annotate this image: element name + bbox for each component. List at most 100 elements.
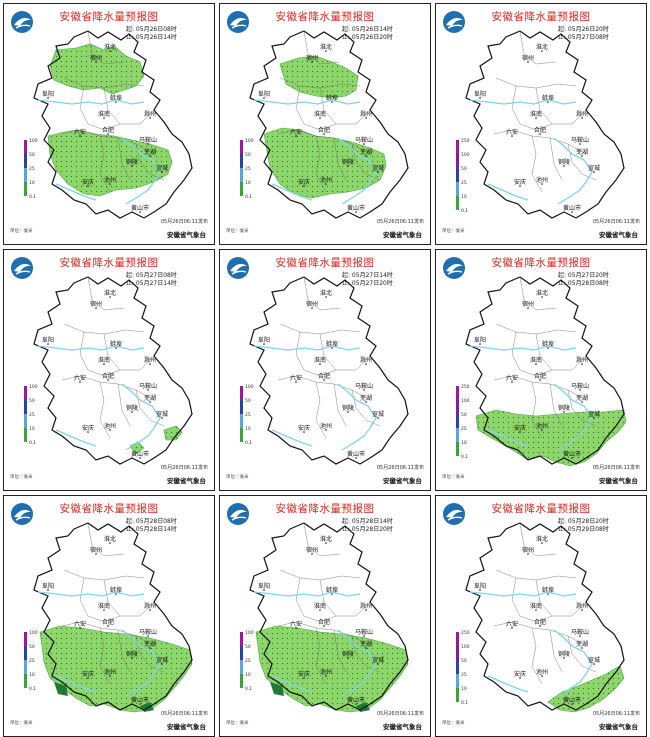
city-label: 马鞍山 [355, 382, 373, 390]
legend-tick-label: 0.1 [461, 208, 468, 214]
province-border [33, 276, 193, 465]
precip-area [547, 665, 625, 713]
precip-legend: 250 100 50 25 10 0.1 [456, 138, 470, 214]
river [557, 427, 587, 451]
city-label: 安庆 [514, 424, 526, 432]
city-label: 阜阳 [42, 90, 54, 98]
unit-label: 单位：毫米 [10, 721, 33, 726]
city-label: 合肥 [534, 372, 546, 380]
city-label: 黄山市 [563, 450, 581, 458]
period-start: 起: 05月27日14时 [342, 272, 393, 279]
city-label: 蚌埠 [110, 340, 122, 348]
river [271, 675, 313, 693]
unit-label: 单位：毫米 [442, 229, 465, 234]
river [487, 183, 529, 201]
city-label: 六安 [506, 374, 518, 382]
legend-tick-label: 250 [461, 384, 470, 390]
legend-tick-label: 25 [461, 672, 467, 678]
river [271, 183, 313, 201]
river [121, 629, 161, 675]
city-label: 淮北 [320, 43, 332, 51]
legend-tick-label: 100 [29, 384, 38, 390]
precip-legend: 100 50 25 10 0.1 [240, 138, 254, 200]
legend-tick-label: 100 [461, 398, 470, 404]
issued-time: 05月26日06:11发布 [160, 711, 208, 717]
legend-tick-label: 50 [29, 644, 35, 650]
weather-bureau-logo [227, 503, 249, 525]
city-label: 宿州 [306, 54, 318, 62]
city-label: 池州 [104, 176, 116, 184]
city-label: 安庆 [514, 178, 526, 186]
period-start: 起: 05月28日08时 [126, 518, 177, 525]
legend-tick-label: 0.1 [245, 686, 252, 692]
legend-tick-label: 50 [245, 398, 251, 404]
legend-tick-label: 250 [461, 630, 470, 636]
city-label: 淮北 [536, 43, 548, 51]
city-label: 淮南 [530, 602, 542, 610]
river [55, 429, 97, 447]
river [341, 181, 371, 205]
city-label: 宣城 [372, 410, 384, 418]
unit-label: 单位：毫米 [10, 229, 33, 234]
river [557, 181, 587, 205]
city-label: 铜陵 [558, 650, 570, 658]
legend-tick-label: 100 [461, 644, 470, 650]
legend-tick-label: 0.1 [461, 700, 468, 706]
city-label: 黄山市 [347, 696, 365, 704]
legend-tick-label: 0.1 [461, 454, 468, 460]
city-label: 淮北 [104, 535, 116, 543]
period-end: 止: 05月28日14时 [126, 526, 177, 533]
period-start: 起: 05月28日14时 [342, 518, 393, 525]
period-end: 止: 05月26日14时 [126, 34, 177, 41]
city-label: 六安 [290, 128, 302, 136]
city-label: 蚌埠 [542, 586, 554, 594]
city-label: 马鞍山 [571, 382, 589, 390]
legend-tick-label: 10 [29, 426, 35, 432]
legend-tick-label: 10 [461, 686, 467, 692]
city-label: 芜湖 [144, 640, 156, 648]
city-label: 芜湖 [360, 394, 372, 402]
city-label: 宿州 [90, 54, 102, 62]
period-start: 起: 05月26日08时 [126, 26, 177, 33]
agency-name: 安徽省气象台 [383, 723, 422, 731]
city-label: 六安 [74, 620, 86, 628]
city-label: 合肥 [318, 372, 330, 380]
city-label: 六安 [74, 128, 86, 136]
city-label: 马鞍山 [355, 628, 373, 636]
precip-area [279, 55, 359, 99]
period-start: 起: 05月26日14时 [342, 26, 393, 33]
legend-tick-label: 10 [245, 180, 251, 186]
weather-bureau-logo [227, 11, 249, 33]
city-label: 宿州 [306, 300, 318, 308]
issued-time: 05月26日06:11发布 [592, 465, 640, 471]
issued-time: 05月26日06:11发布 [160, 219, 208, 225]
city-label: 池州 [320, 176, 332, 184]
forecast-panel: 淮北 宿州 阜阳 蚌埠 淮南 滁州 六安 合肥 马鞍山 芜湖 铜陵 宣城 安庆 池州 黄山市 250 100 50… [435, 3, 647, 245]
river [55, 183, 97, 201]
agency-name: 安徽省气象台 [167, 231, 206, 239]
forecast-panel: 淮北 宿州 阜阳 蚌埠 淮南 滁州 六安 合肥 马鞍山 芜湖 铜陵 宣城 安庆 池州 黄山市 100 50 25 1… [219, 495, 431, 737]
unit-label: 单位：毫米 [226, 475, 249, 480]
legend-tick-label: 250 [461, 138, 470, 144]
city-label: 宿州 [522, 54, 534, 62]
legend-tick-label: 100 [29, 630, 38, 636]
legend-tick-label: 0.1 [29, 194, 36, 200]
legend-tick-label: 50 [245, 152, 251, 158]
city-label: 马鞍山 [139, 136, 157, 144]
province-border [249, 276, 409, 465]
river [121, 383, 161, 429]
city-label: 蚌埠 [110, 94, 122, 102]
agency-name: 安徽省气象台 [167, 723, 206, 731]
agency-name: 安徽省气象台 [599, 231, 638, 239]
forecast-panel: 淮北 宿州 阜阳 蚌埠 淮南 滁州 六安 合肥 马鞍山 芜湖 铜陵 宣城 安庆 池州 黄山市 250 100 50… [435, 495, 647, 737]
precip-legend: 100 50 25 10 0.1 [240, 384, 254, 446]
legend-tick-label: 10 [29, 180, 35, 186]
river [553, 383, 593, 429]
city-label: 芜湖 [144, 394, 156, 402]
city-label: 安庆 [514, 670, 526, 678]
precip-legend: 100 50 25 10 0.1 [240, 630, 254, 692]
